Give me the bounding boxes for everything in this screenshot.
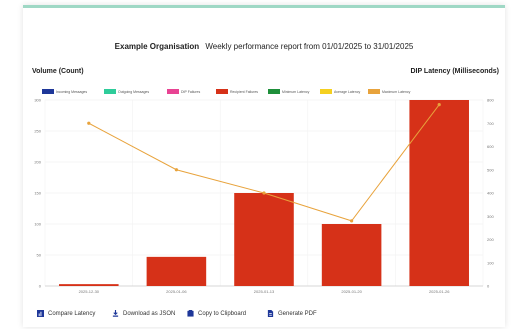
point-maximum-latency bbox=[437, 103, 441, 107]
copy-clipboard-label: Copy to Clipboard bbox=[198, 310, 247, 317]
legend-item-min-latency[interactable]: Minimum Latency bbox=[268, 89, 309, 94]
generate-pdf-button[interactable]: Generate PDF bbox=[267, 310, 317, 317]
y-left-tick-label: 150 bbox=[34, 191, 41, 196]
y-right-tick-label: 300 bbox=[487, 214, 494, 219]
legend-label: Maximum Latency bbox=[382, 89, 411, 94]
legend-label: Minimum Latency bbox=[282, 89, 310, 94]
point-maximum-latency bbox=[174, 168, 178, 172]
legend-label: Outgoing Messages bbox=[118, 89, 150, 94]
legend-item-recipient-failures[interactable]: Recipient Failures bbox=[216, 89, 258, 94]
legend-swatch bbox=[268, 89, 280, 94]
report-header: Example Organisation Weekly performance … bbox=[23, 42, 505, 51]
download-icon bbox=[112, 310, 119, 317]
x-tick-label: 2025-01-13 bbox=[254, 289, 275, 293]
x-tick-label: 2025-01-26 bbox=[429, 289, 450, 293]
y-right-tick-label: 100 bbox=[487, 260, 494, 265]
legend-item-incoming[interactable]: Incoming Messages bbox=[42, 89, 87, 94]
chart-icon bbox=[37, 310, 44, 317]
legend-label: DIP Failures bbox=[181, 89, 201, 94]
left-axis-title: Volume (Count) bbox=[32, 68, 84, 75]
legend-item-dip-failures[interactable]: DIP Failures bbox=[167, 89, 200, 94]
y-left-tick-label: 250 bbox=[34, 129, 41, 134]
x-tick-label: 2025-01-20 bbox=[341, 289, 362, 293]
y-right-tick-label: 200 bbox=[487, 237, 494, 242]
document-icon bbox=[267, 310, 274, 317]
copy-clipboard-button[interactable]: Copy to Clipboard bbox=[187, 310, 246, 317]
volume-latency-chart: 0 50 100 150 200 250 300 0 100 200 300 400 500 600 700… bbox=[34, 98, 494, 294]
y-left-tick-label: 50 bbox=[37, 253, 42, 258]
legend-swatch bbox=[167, 89, 179, 94]
clipboard-icon bbox=[187, 310, 194, 317]
chart-legend: Incoming Messages Outgoing Messages DIP … bbox=[38, 89, 498, 97]
legend-label: Recipient Failures bbox=[230, 89, 259, 94]
legend-swatch bbox=[368, 89, 380, 94]
compare-latency-button[interactable]: Compare Latency bbox=[37, 310, 95, 317]
legend-swatch bbox=[42, 89, 54, 94]
bar-recipient-failures bbox=[234, 193, 294, 286]
point-maximum-latency bbox=[262, 191, 266, 195]
generate-pdf-label: Generate PDF bbox=[278, 310, 317, 317]
legend-label: Average Latency bbox=[334, 89, 361, 94]
legend-label: Incoming Messages bbox=[56, 89, 88, 94]
x-tick-label: 2025-12-30 bbox=[79, 289, 100, 293]
legend-swatch bbox=[216, 89, 228, 94]
bar-recipient-failures bbox=[321, 224, 382, 286]
organisation-name: Example Organisation bbox=[114, 42, 200, 51]
legend-item-avg-latency[interactable]: Average Latency bbox=[320, 89, 360, 94]
compare-latency-label: Compare Latency bbox=[48, 310, 96, 317]
report-subtitle: Weekly performance report from 01/01/202… bbox=[205, 42, 414, 51]
report-card: Example Organisation Weekly performance … bbox=[23, 5, 505, 327]
point-maximum-latency bbox=[87, 121, 91, 125]
x-tick-label: 2025-01-06 bbox=[166, 289, 187, 293]
legend-swatch bbox=[320, 89, 332, 94]
y-right-tick-label: 700 bbox=[487, 121, 494, 126]
y-left-tick-label: 100 bbox=[34, 222, 41, 227]
legend-item-max-latency[interactable]: Maximum Latency bbox=[368, 89, 410, 94]
right-axis-title: DIP Latency (Milliseconds) bbox=[410, 68, 499, 75]
chart-toolbar: Compare Latency Download as JSON Copy to… bbox=[37, 310, 337, 322]
bar-recipient-failures bbox=[59, 284, 119, 286]
legend-swatch bbox=[104, 89, 116, 94]
y-right-tick-label: 0 bbox=[487, 284, 490, 289]
y-left-tick-label: 300 bbox=[34, 98, 41, 103]
y-right-tick-label: 500 bbox=[487, 167, 494, 172]
legend-item-outgoing[interactable]: Outgoing Messages bbox=[104, 89, 149, 94]
bar-recipient-failures bbox=[146, 256, 207, 286]
y-left-tick-label: 0 bbox=[39, 284, 42, 289]
download-json-label: Download as JSON bbox=[123, 310, 176, 317]
y-left-tick-label: 200 bbox=[34, 160, 41, 165]
y-right-tick-label: 800 bbox=[487, 98, 494, 103]
bar-recipient-failures bbox=[409, 100, 469, 286]
y-right-tick-label: 600 bbox=[487, 144, 494, 149]
point-maximum-latency bbox=[350, 219, 354, 223]
download-json-button[interactable]: Download as JSON bbox=[112, 310, 175, 317]
y-right-tick-label: 400 bbox=[487, 191, 494, 196]
